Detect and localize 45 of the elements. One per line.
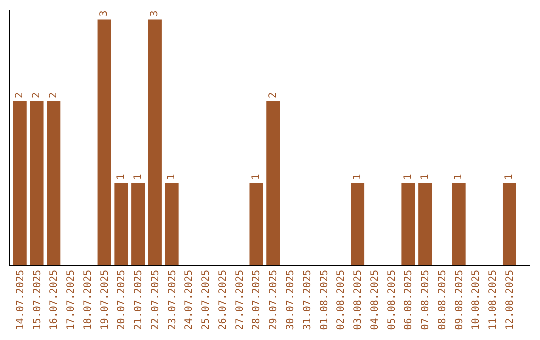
- x-tick-label: 28.07.2025: [252, 270, 263, 330]
- x-tick-label: 03.08.2025: [353, 270, 364, 330]
- data-label: 1: [250, 174, 262, 180]
- data-label: 1: [420, 174, 431, 180]
- data-label: 2: [32, 92, 43, 99]
- data-label: 1: [116, 174, 127, 180]
- data-label: 3: [150, 10, 161, 17]
- x-tick-label: 21.07.2025: [134, 270, 145, 330]
- x-tick-label: 12.08.2025: [504, 270, 516, 330]
- x-tick-label: 16.07.2025: [49, 270, 60, 330]
- x-tick-label: 26.07.2025: [218, 270, 229, 330]
- data-label: 3: [99, 10, 110, 17]
- x-tick-label: 11.08.2025: [488, 270, 500, 330]
- x-tick-label: 05.08.2025: [386, 270, 398, 330]
- x-tick-label: 06.08.2025: [404, 270, 415, 330]
- data-label: 1: [132, 174, 144, 180]
- x-tick-label: 20.07.2025: [116, 270, 128, 330]
- data-label: 1: [402, 174, 414, 180]
- data-label: 1: [166, 174, 178, 180]
- x-tick-label: 02.08.2025: [336, 270, 348, 330]
- x-tick-label: 23.07.2025: [167, 270, 178, 330]
- x-tick-label: 27.07.2025: [234, 270, 246, 330]
- data-label: 1: [352, 174, 364, 180]
- x-tick-label: 14.07.2025: [15, 270, 26, 330]
- x-tick-label: 24.07.2025: [184, 270, 196, 330]
- data-label: 2: [14, 92, 26, 99]
- x-tick-label: 15.07.2025: [32, 270, 44, 330]
- x-tick-label: 04.08.2025: [370, 270, 381, 330]
- x-tick-label: 10.08.2025: [471, 270, 482, 330]
- data-label: 1: [504, 174, 516, 180]
- x-tick-label: 30.07.2025: [286, 270, 297, 330]
- x-tick-label: 29.07.2025: [268, 270, 280, 330]
- data-label: 2: [268, 92, 279, 99]
- x-tick-label: 01.08.2025: [319, 270, 330, 330]
- x-tick-label: 08.08.2025: [437, 270, 448, 330]
- x-tick-label: 22.07.2025: [150, 270, 162, 330]
- data-label: 2: [48, 92, 60, 99]
- x-tick-label: 07.08.2025: [420, 270, 432, 330]
- x-tick-label: 19.07.2025: [100, 270, 111, 330]
- x-tick-label: 09.08.2025: [454, 270, 466, 330]
- x-tick-label: 17.07.2025: [66, 270, 78, 330]
- data-label: 1: [454, 174, 465, 180]
- x-tick-label: 18.07.2025: [82, 270, 94, 330]
- x-tick-label: 25.07.2025: [201, 270, 212, 330]
- x-tick-label: 31.07.2025: [302, 270, 314, 330]
